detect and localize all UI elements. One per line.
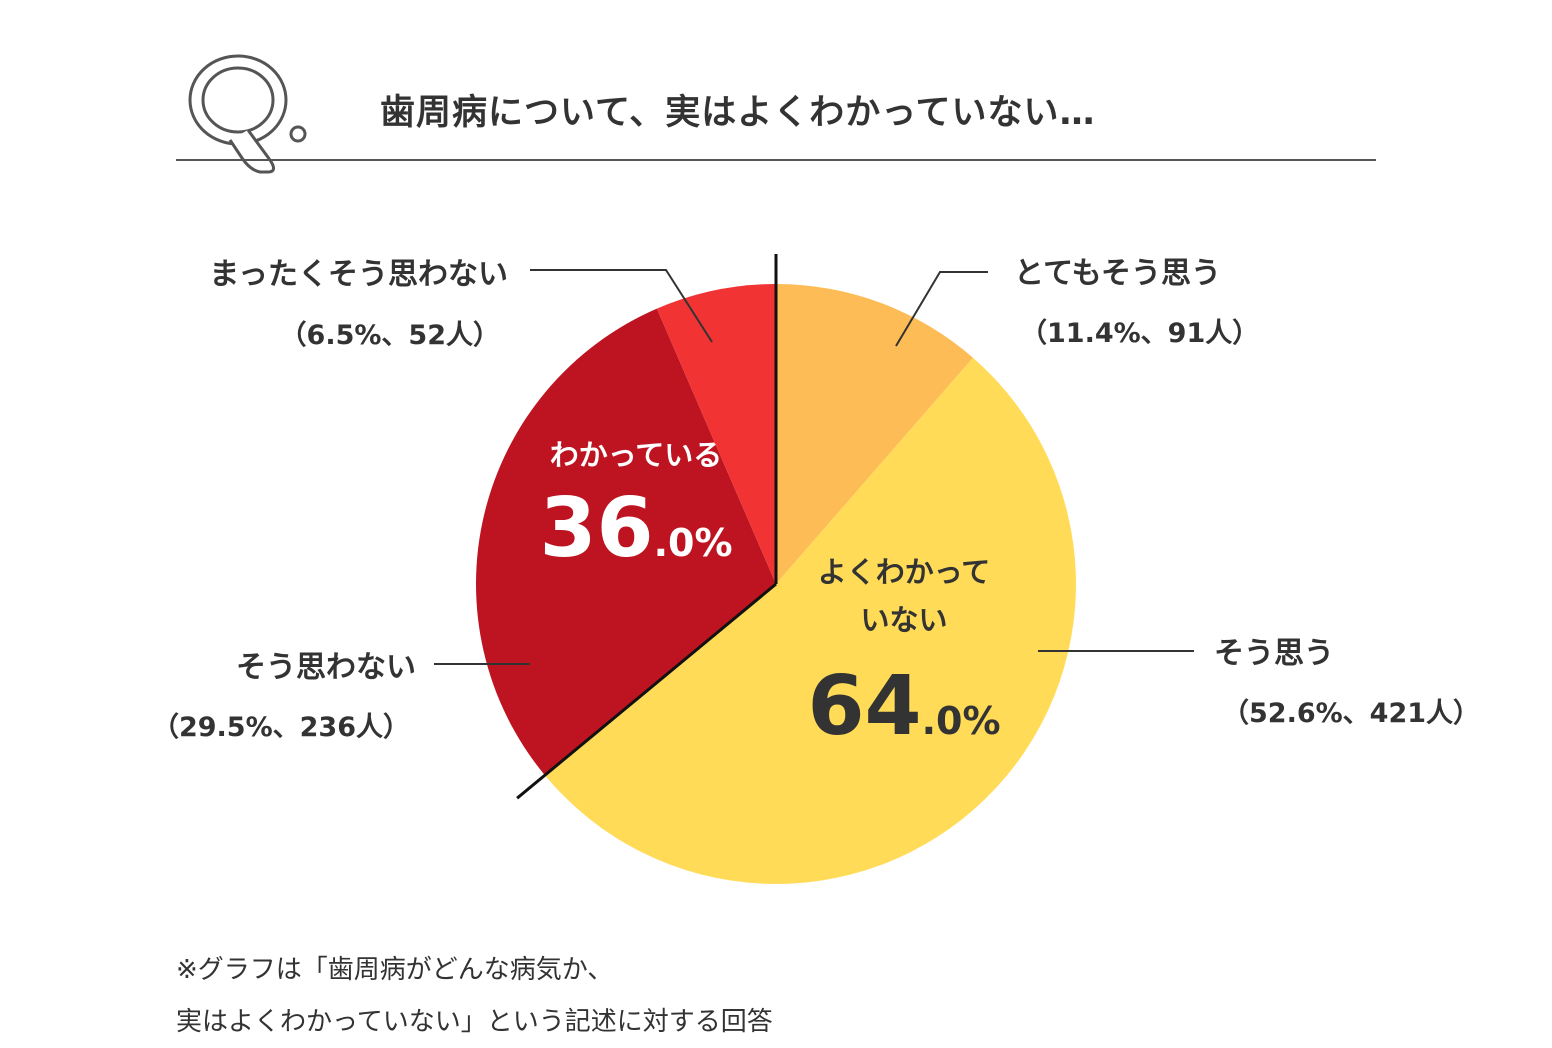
- group-label-not-understand-2: いない: [860, 603, 947, 637]
- group-label-understand: わかっている: [550, 438, 723, 472]
- slice-label-disagree: そう思わない: [236, 650, 416, 685]
- footnote-line-1: ※グラフは「歯周病がどんな病気か、: [176, 955, 614, 985]
- slice-label-strongly-disagree: まったくそう思わない: [209, 257, 508, 292]
- group-divider-diagonal: [516, 582, 777, 800]
- slice-percent-disagree: （29.5%、236人）: [152, 712, 410, 743]
- leader-line-strongly-disagree: [530, 269, 713, 343]
- group-value-not-understand-suffix: .0%: [922, 699, 1001, 743]
- slice-percent-strongly-disagree: （6.5%、52人）: [280, 320, 500, 351]
- group-value-not-understand-main: 64: [807, 659, 921, 754]
- question-title: 歯周病について、実はよくわかっていない…: [380, 93, 1096, 133]
- group-value-understand-main: 36: [539, 481, 653, 576]
- pie-slice-very-agree: [776, 284, 973, 584]
- slice-label-very-agree: とてもそう思う: [1014, 256, 1221, 291]
- pie-slice-agree: [544, 357, 1076, 884]
- group-value-understand-suffix: .0%: [654, 521, 733, 565]
- pie-slice-disagree: [476, 308, 776, 776]
- slice-label-agree: そう思う: [1214, 636, 1334, 671]
- group-value-understand: 36.0%: [539, 481, 732, 576]
- footnote-line-2: 実はよくわかっていない」という記述に対する回答: [176, 1007, 773, 1037]
- pie-slices: [476, 284, 1076, 884]
- slice-percent-agree: （52.6%、421人）: [1222, 698, 1480, 729]
- group-value-not-understand: 64.0%: [807, 659, 1000, 754]
- slice-percent-very-agree: （11.4%、91人）: [1020, 318, 1259, 349]
- leader-line-very-agree: [895, 271, 988, 347]
- title-underline: [176, 159, 1376, 161]
- footnote: ※グラフは「歯周病がどんな病気か、 実はよくわかっていない」という記述に対する回…: [176, 944, 773, 1048]
- group-label-not-understand-1: よくわかって: [818, 555, 991, 589]
- pie-slice-strongly-disagree: [656, 284, 776, 584]
- q-mark-icon: [188, 54, 307, 174]
